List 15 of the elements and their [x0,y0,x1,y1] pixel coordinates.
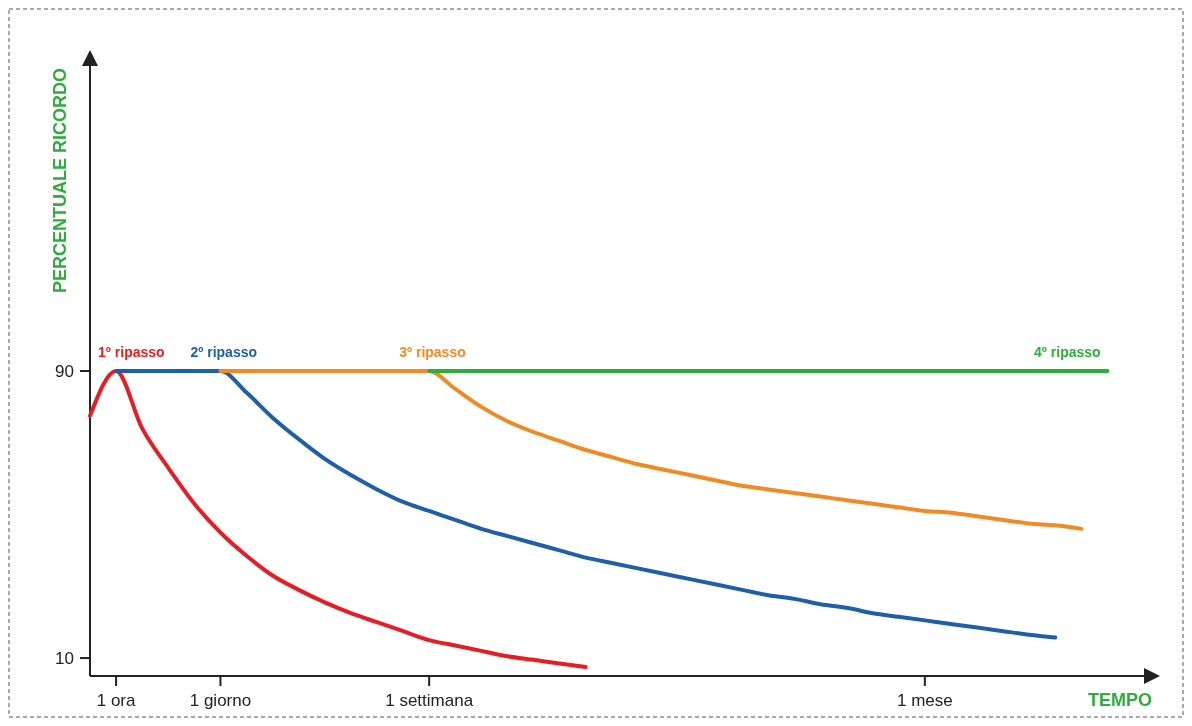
series-label: 1º ripasso [98,344,165,360]
y-axis-title: PERCENTUALE RICORDO [50,68,70,294]
series-label: 4º ripasso [1034,344,1101,360]
x-tick-label: 1 ora [96,691,137,710]
x-tick-label: 1 giorno [189,691,252,710]
x-axis-title: TEMPO [1087,690,1152,710]
x-tick-label: 1 mese [896,691,953,710]
line-series [114,369,1058,640]
y-tick-label: 10 [55,649,74,669]
series-label: 3º ripasso [399,344,466,360]
y-tick-label: 90 [55,362,74,381]
series-label: 2º ripasso [190,344,258,360]
x-tick-label: 1 settimana [385,691,474,710]
line-series [88,369,588,670]
line-series [218,369,1084,531]
